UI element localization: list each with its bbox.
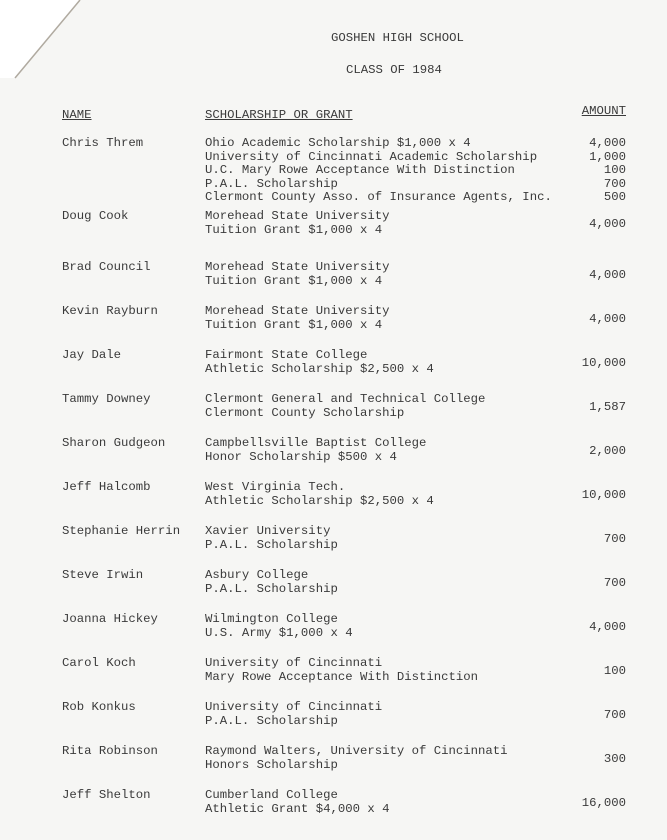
amount: 1,587: [589, 400, 626, 414]
scholarship-line: Ohio Academic Scholarship $1,000 x 4: [205, 136, 471, 150]
scholarship-line: Honors Scholarship: [205, 757, 338, 772]
recipient-name: Carol Koch: [62, 656, 136, 670]
recipient-name: Doug Cook: [62, 209, 129, 223]
scholarship-line: Tuition Grant $1,000 x 4: [205, 222, 383, 237]
amount: 10,000: [581, 488, 626, 502]
amount: 2,000: [589, 444, 626, 458]
scholarship-line: Tuition Grant $1,000 x 4: [205, 273, 383, 288]
scholarship-line: Raymond Walters, University of Cincinnat…: [205, 744, 508, 758]
amount: 100: [603, 163, 626, 178]
scholarship-line: Mary Rowe Acceptance With Distinction: [205, 669, 479, 684]
scholarship-line: U.C. Mary Rowe Acceptance With Distincti…: [205, 163, 515, 178]
amount: 100: [603, 664, 626, 678]
recipient-name: Sharon Gudgeon: [62, 436, 166, 450]
amount: 4,000: [589, 217, 626, 231]
school-title: GOSHEN HIGH SCHOOL: [331, 31, 464, 45]
scholarship-line: Clermont County Scholarship: [205, 405, 405, 420]
scholarship-line: University of Cincinnati: [205, 656, 383, 670]
recipient-name: Jay Dale: [62, 348, 122, 362]
scholarship-line: Clermont General and Technical College: [205, 392, 486, 406]
scholarship-line: Clermont County Asso. of Insurance Agent…: [205, 190, 552, 205]
amount: 700: [603, 176, 626, 191]
scholarship-line: Xavier University: [205, 524, 331, 538]
amount: 4,000: [589, 136, 626, 150]
amount: 10,000: [581, 356, 626, 370]
amount: 500: [603, 190, 626, 205]
scholarship-line: Morehead State University: [205, 304, 390, 318]
scholarship-line: Cumberland College: [205, 788, 338, 802]
scholarship-line: University of Cincinnati: [205, 700, 383, 714]
scholarship-line: Athletic Grant $4,000 x 4: [205, 801, 390, 816]
recipient-name: Jeff Shelton: [62, 788, 151, 802]
scholarship-line: P.A.L. Scholarship: [205, 581, 338, 596]
column-header-name: NAME: [62, 108, 92, 122]
recipient-name: Brad Council: [62, 260, 151, 274]
scholarship-line: P.A.L. Scholarship: [205, 713, 338, 728]
recipient-name: Joanna Hickey: [62, 612, 158, 626]
scholarship-line: Morehead State University: [205, 209, 390, 223]
scholarship-line: West Virginia Tech.: [205, 480, 346, 494]
amount: 4,000: [589, 312, 626, 326]
recipient-name: Chris Threm: [62, 136, 144, 150]
recipient-name: Kevin Rayburn: [62, 304, 158, 318]
amount: 700: [603, 576, 626, 590]
scholarship-line: U.S. Army $1,000 x 4: [205, 625, 353, 640]
scholarship-line: Morehead State University: [205, 260, 390, 274]
scholarship-line: University of Cincinnati Academic Schola…: [205, 149, 538, 164]
recipient-name: Jeff Halcomb: [62, 480, 151, 494]
recipient-name: Steve Irwin: [62, 568, 144, 582]
scholarship-line: P.A.L. Scholarship: [205, 537, 338, 552]
amount: 700: [603, 708, 626, 722]
amount: 4,000: [589, 620, 626, 634]
scholarship-line: Wilmington College: [205, 612, 338, 626]
amount: 300: [603, 752, 626, 766]
amount: 700: [603, 532, 626, 546]
column-header-amount: AMOUNT: [581, 104, 626, 118]
scholarship-line: Athletic Scholarship $2,500 x 4: [205, 493, 434, 508]
amount: 4,000: [589, 268, 626, 282]
recipient-name: Stephanie Herrin: [62, 524, 181, 538]
scholarship-line: Honor Scholarship $500 x 4: [205, 449, 397, 464]
page-fold-mark: [0, 0, 81, 79]
scholarship-line: Campbellsville Baptist College: [205, 436, 427, 450]
recipient-name: Rita Robinson: [62, 744, 158, 758]
recipient-name: Tammy Downey: [62, 392, 151, 406]
recipient-name: Rob Konkus: [62, 700, 136, 714]
scholarship-line: Asbury College: [205, 568, 309, 582]
scholarship-line: P.A.L. Scholarship: [205, 176, 338, 191]
scholarship-line: Fairmont State College: [205, 348, 368, 362]
class-title: CLASS OF 1984: [346, 63, 442, 77]
scholarship-line: Tuition Grant $1,000 x 4: [205, 317, 383, 332]
amount: 16,000: [581, 796, 626, 810]
column-header-scholarship: SCHOLARSHIP OR GRANT: [205, 108, 353, 122]
amount: 1,000: [589, 149, 626, 164]
scholarship-line: Athletic Scholarship $2,500 x 4: [205, 361, 434, 376]
